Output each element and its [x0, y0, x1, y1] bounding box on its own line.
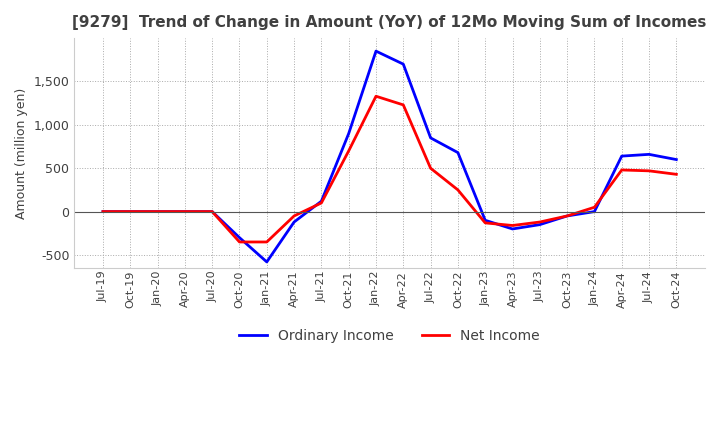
Net Income [508, 223, 517, 228]
Net Income [344, 148, 353, 154]
Net Income [399, 102, 408, 107]
Line: Net Income: Net Income [103, 96, 676, 242]
Ordinary Income [344, 131, 353, 136]
Ordinary Income [399, 62, 408, 67]
Ordinary Income [208, 209, 217, 214]
Ordinary Income [536, 222, 544, 227]
Ordinary Income [181, 209, 189, 214]
Net Income [454, 187, 462, 193]
Ordinary Income [563, 213, 572, 219]
Net Income [289, 213, 298, 219]
Ordinary Income [618, 154, 626, 159]
Ordinary Income [372, 48, 380, 54]
Net Income [481, 220, 490, 226]
Ordinary Income [426, 135, 435, 140]
Net Income [153, 209, 162, 214]
Ordinary Income [672, 157, 680, 162]
Ordinary Income [481, 218, 490, 223]
Line: Ordinary Income: Ordinary Income [103, 51, 676, 262]
Net Income [126, 209, 135, 214]
Title: [9279]  Trend of Change in Amount (YoY) of 12Mo Moving Sum of Incomes: [9279] Trend of Change in Amount (YoY) o… [73, 15, 707, 30]
Ordinary Income [317, 198, 325, 204]
Net Income [563, 213, 572, 219]
Net Income [590, 205, 599, 210]
Net Income [536, 220, 544, 225]
Net Income [99, 209, 107, 214]
Net Income [644, 168, 653, 173]
Legend: Ordinary Income, Net Income: Ordinary Income, Net Income [233, 323, 546, 348]
Ordinary Income [99, 209, 107, 214]
Y-axis label: Amount (million yen): Amount (million yen) [15, 88, 28, 219]
Ordinary Income [235, 235, 244, 240]
Net Income [426, 165, 435, 171]
Net Income [263, 239, 271, 245]
Ordinary Income [508, 226, 517, 231]
Ordinary Income [263, 259, 271, 264]
Net Income [372, 94, 380, 99]
Ordinary Income [454, 150, 462, 155]
Net Income [208, 209, 217, 214]
Net Income [317, 200, 325, 205]
Ordinary Income [153, 209, 162, 214]
Ordinary Income [126, 209, 135, 214]
Ordinary Income [644, 152, 653, 157]
Net Income [181, 209, 189, 214]
Ordinary Income [590, 209, 599, 214]
Net Income [235, 239, 244, 245]
Ordinary Income [289, 220, 298, 225]
Net Income [618, 167, 626, 172]
Net Income [672, 172, 680, 177]
